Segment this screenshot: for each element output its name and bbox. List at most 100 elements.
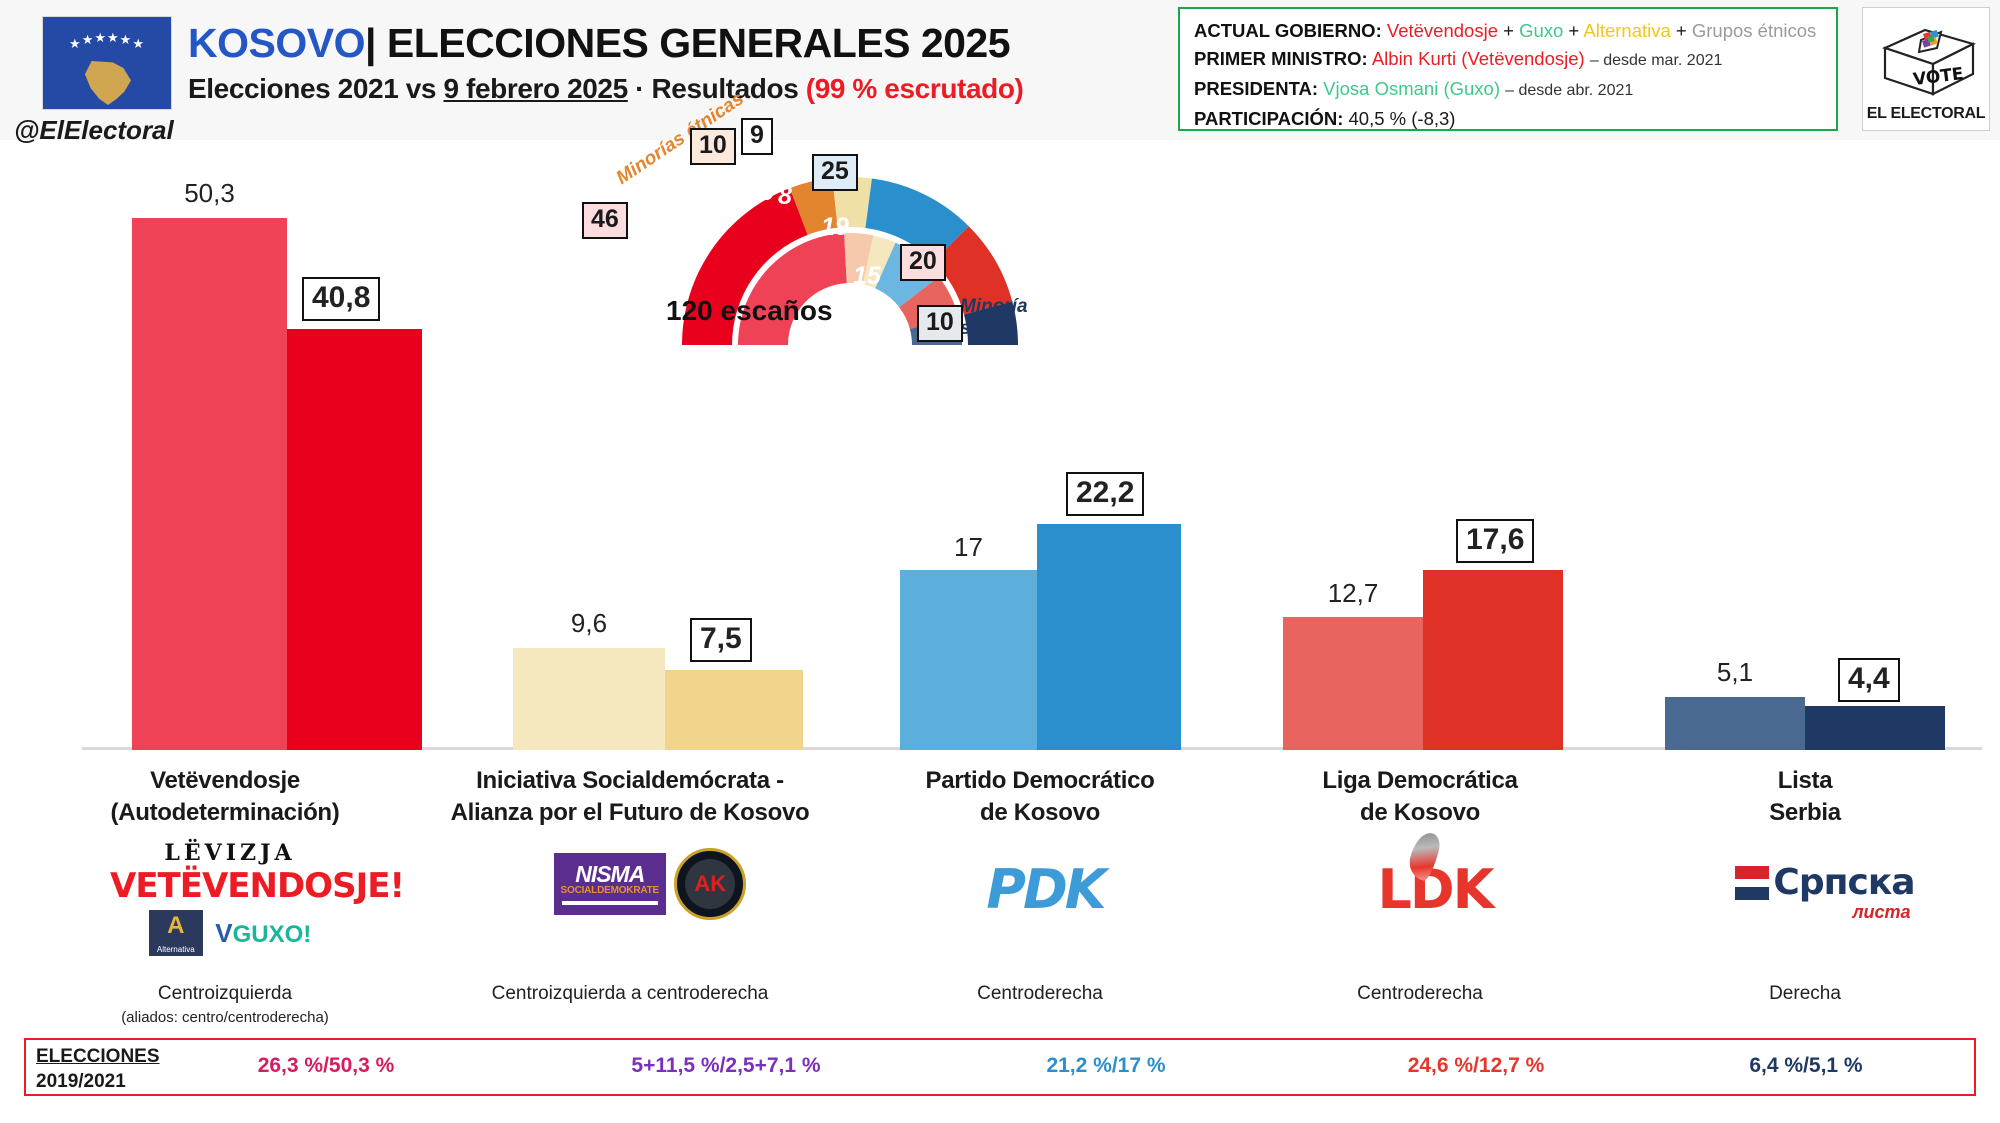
bar-2025-ldk	[1423, 570, 1563, 750]
party-name-vetevendosje: Vetëvendosje (Autodeterminación)	[60, 765, 390, 829]
seat-box-outer-lista-serbia: 10	[917, 305, 963, 342]
pm-label: PRIMER MINISTRO:	[1194, 48, 1368, 69]
ideology-main-pdk: Centroderecha	[977, 983, 1103, 1004]
party-name-line1-pdk: Partido Democrático	[925, 767, 1155, 794]
seat-box-outer-ldk: 20	[900, 244, 946, 281]
minoria-serbia-l1: Minoría	[960, 296, 1028, 317]
logo-pdk: PDK	[930, 858, 1160, 948]
title-country: KOSOVO	[188, 20, 365, 66]
party-name-line2-pdk: de Kosovo	[980, 799, 1100, 826]
table-cell-lista-serbia: 6,4 %/5,1 %	[1749, 1054, 1863, 1077]
party-name-pdk: Partido Democrático de Kosovo	[870, 765, 1210, 829]
value-2021-ldk: 12,7	[1327, 578, 1379, 608]
value-2021-lista-serbia: 5,1	[1716, 657, 1754, 687]
serbian-flag-icon	[1735, 865, 1770, 900]
alternativa-letter: A	[167, 912, 185, 939]
gov-coalition-line: ACTUAL GOBIERNO: Vetëvendosje + Guxo + A…	[1194, 17, 1824, 45]
party-name-line2-ldk: de Kosovo	[1360, 799, 1480, 826]
logo-nisma-aak: NISMA SOCIALDEMOKRATE AK	[520, 848, 780, 958]
president-since: – desde abr. 2021	[1505, 82, 1634, 99]
value-2025-nisma-aak: 7,5	[690, 618, 752, 662]
logo-ldk: LDK	[1320, 829, 1550, 948]
bar-2021-lista-serbia	[1665, 697, 1805, 750]
nisma-logo: NISMA SOCIALDEMOKRATE	[553, 853, 666, 915]
previous-elections-table: ELECCIONES 2019/2021 26,3 %/50,3 % 5+11,…	[24, 1038, 1976, 1096]
president-line: PRESIDENTA: Vjosa Osmani (Guxo) – desde …	[1194, 75, 1824, 105]
ideology-main-lista-serbia: Derecha	[1769, 983, 1841, 1004]
pm-since: – desde mar. 2021	[1589, 52, 1723, 69]
gov-party-1: Vetëvendosje	[1386, 20, 1498, 41]
vv-logo-main-text: VETËVENDOSJE!	[110, 866, 405, 906]
president-label: PRESIDENTA:	[1194, 78, 1319, 99]
arc-outer-lista-serbia	[963, 301, 1018, 345]
ldk-wordmark: LDK	[1377, 858, 1494, 921]
aak-logo: AK	[674, 848, 747, 920]
subtitle-date: 9 febrero 2025	[443, 73, 628, 104]
arc-inner-nisma-aak	[862, 235, 896, 289]
party-name-nisma-aak: Iniciativa Socialdemócrata - Alianza por…	[420, 765, 840, 829]
party-name-line1-nisma-aak: Iniciativa Socialdemócrata -	[476, 767, 784, 794]
ideology-main-vetevendosje: Centroizquierda	[157, 983, 293, 1004]
page-subtitle: Elecciones 2021 vs 9 febrero 2025 · Resu…	[188, 73, 1024, 105]
total-seats-label: 120 escaños	[666, 295, 833, 326]
aak-inner-disc	[685, 859, 736, 909]
nisma-subtitle: SOCIALDEMOKRATE	[560, 885, 660, 896]
subtitle-scrutiny: (99 % escrutado)	[805, 73, 1024, 104]
arc-outer-pdk	[865, 178, 969, 262]
srpska-wordmark-wrap: Српска листа	[1735, 862, 1916, 922]
table-label-line2: 2019/2021	[36, 1071, 126, 1092]
srpska-wordmark: Српска	[1773, 862, 1915, 903]
subtitle-pre: Elecciones 2021 vs	[188, 73, 444, 104]
alternativa-logo: A Alternativa	[148, 910, 203, 956]
party-name-line2-vetevendosje: (Autodeterminación)	[110, 799, 340, 826]
bar-2021-ldk	[1283, 617, 1423, 750]
table-cell-pdk: 21,2 %/17 %	[1046, 1054, 1166, 1077]
guxo-word: GUXO!	[232, 920, 312, 948]
gov-party-2: Guxo	[1519, 20, 1564, 41]
bar-2021-pdk	[900, 570, 1037, 750]
arc-inner-minorias	[844, 232, 874, 285]
ideology-lista-serbia: Derecha	[1640, 982, 1970, 1006]
seat-box-outer-vetevendosje: 46	[582, 202, 628, 239]
arc-outer-ldk	[933, 226, 1013, 315]
seat-box-outer-pdk: 25	[812, 154, 858, 191]
gov-plus-3: +	[1670, 20, 1692, 41]
value-2025-pdk: 22,2	[1066, 472, 1145, 516]
flag-stars: ★★★★★★	[69, 30, 145, 51]
value-2025-vetevendosje: 40,8	[302, 277, 381, 321]
aak-letters: AK	[694, 871, 727, 896]
turnout-label: PARTICIPACIÓN:	[1194, 108, 1344, 129]
value-2021-nisma-aak: 9,6	[570, 608, 608, 638]
gov-plus-2: +	[1563, 20, 1584, 41]
party-name-ldk: Liga Democrática de Kosovo	[1255, 765, 1585, 829]
gov-party-3: Alternativa	[1583, 20, 1671, 41]
pdk-wordmark: PDK	[986, 858, 1106, 921]
party-name-line1-vetevendosje: Vetëvendosje	[150, 767, 300, 794]
bar-2025-lista-serbia	[1805, 706, 1945, 750]
lista-wordmark: листа	[1852, 902, 1911, 922]
party-name-lista-serbia: Lista Serbia	[1640, 765, 1970, 829]
nisma-underline	[561, 901, 658, 905]
ballot-box-icon: VOTE	[1881, 28, 1977, 96]
title-rest: | ELECCIONES GENERALES 2025	[364, 20, 1011, 66]
gov-party-4: Grupos étnicos	[1691, 20, 1817, 41]
ideology-vetevendosje: Centroizquierda (aliados: centro/centrod…	[60, 982, 390, 1030]
party-name-line1-lista-serbia: Lista	[1777, 767, 1833, 794]
table-cell-vetevendosje: 26,3 %/50,3 %	[257, 1054, 395, 1077]
alternativa-word: Alternativa	[156, 945, 195, 954]
table-cell-ldk: 24,6 %/12,7 %	[1407, 1054, 1545, 1077]
seat-value-inner-ldk: 15	[853, 262, 881, 290]
bar-2025-vetevendosje	[287, 329, 422, 750]
seat-value-inner-vetevendosje: 58	[651, 220, 679, 248]
vv-logo-top-text: LËVIZJA	[164, 840, 296, 866]
seat-value-inner-pdk: 19	[821, 213, 849, 241]
value-2021-pdk: 17	[954, 532, 983, 562]
nisma-word: NISMA	[575, 861, 645, 887]
bar-2021-vetevendosje	[132, 218, 287, 750]
header-bar: ★★★★★★ KOSOVO| ELECCIONES GENERALES 2025…	[0, 0, 2000, 140]
ideology-sub-vetevendosje: (aliados: centro/centroderecha)	[121, 1009, 329, 1026]
turnout-line: PARTICIPACIÓN: 40,5 % (-8,3)	[1194, 105, 1824, 133]
ideology-main-nisma-aak: Centroizquierda a centroderecha	[491, 983, 769, 1004]
table-cell-nisma-aak: 5+11,5 %/2,5+7,1 %	[631, 1054, 821, 1077]
party-name-line1-ldk: Liga Democrática	[1322, 767, 1518, 794]
